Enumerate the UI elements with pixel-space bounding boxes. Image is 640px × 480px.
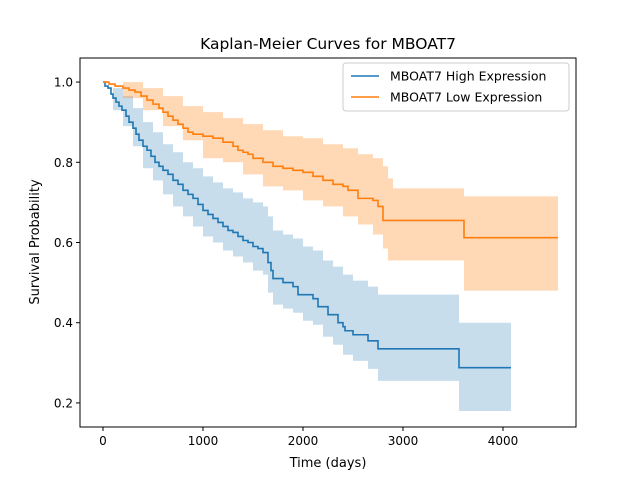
x-tick-label: 0 bbox=[99, 434, 107, 448]
survival-curve-high bbox=[103, 81, 511, 369]
legend: MBOAT7 High Expression MBOAT7 Low Expres… bbox=[342, 62, 570, 112]
y-tick-label: 1.0 bbox=[54, 76, 73, 90]
x-tick-label: 1000 bbox=[188, 434, 219, 448]
plot-area bbox=[103, 81, 558, 411]
y-tick-label: 0.2 bbox=[54, 396, 73, 410]
y-axis-ticks: 0.2 0.4 0.6 0.8 1.0 bbox=[54, 76, 80, 410]
chart-title: Kaplan-Meier Curves for MBOAT7 bbox=[200, 35, 456, 53]
survival-curve-low bbox=[103, 81, 558, 239]
y-tick-label: 0.6 bbox=[54, 236, 73, 250]
y-tick-label: 0.4 bbox=[54, 316, 73, 330]
ci-band-low bbox=[103, 82, 558, 291]
x-tick-label: 2000 bbox=[288, 434, 319, 448]
y-axis-title: Survival Probability bbox=[28, 179, 43, 305]
x-tick-label: 4000 bbox=[488, 434, 519, 448]
y-tick-label: 0.8 bbox=[54, 156, 73, 170]
legend-label-low: MBOAT7 Low Expression bbox=[390, 90, 542, 105]
ci-band-high bbox=[103, 82, 511, 411]
x-axis-title: Time (days) bbox=[289, 456, 367, 471]
x-axis-ticks: 0 1000 2000 3000 4000 bbox=[99, 427, 518, 448]
x-tick-label: 3000 bbox=[388, 434, 419, 448]
legend-box bbox=[342, 62, 570, 112]
legend-label-high: MBOAT7 High Expression bbox=[390, 69, 546, 84]
